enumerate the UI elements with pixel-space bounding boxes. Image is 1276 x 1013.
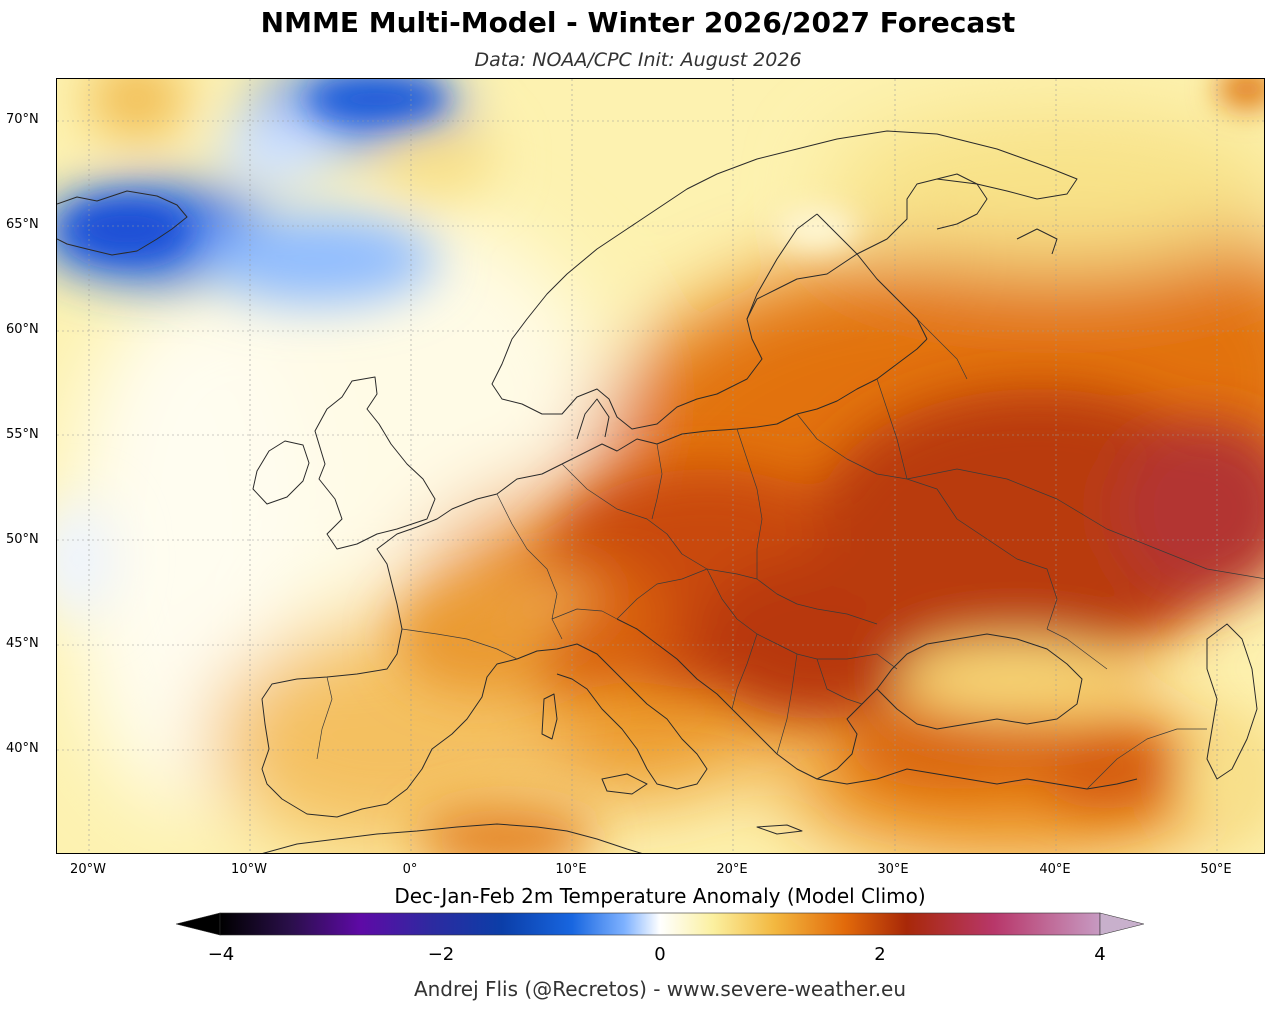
map-panel[interactable]	[56, 78, 1265, 854]
colorbar-tick-0: 0	[654, 944, 666, 965]
lat-label-40: 40°N	[6, 741, 39, 756]
colorbar-max-extend	[1099, 912, 1145, 936]
colorbar-tick-neg2: −2	[427, 944, 455, 965]
lon-label-20e: 20°E	[716, 862, 748, 877]
colorbar-gradient	[219, 912, 1101, 936]
country-borders	[316, 318, 1264, 790]
lon-label-50e: 50°E	[1200, 862, 1232, 877]
colorbar-min-extend	[175, 912, 221, 936]
map-subtitle: Data: NOAA/CPC Init: August 2026	[474, 49, 802, 71]
colorbar-tick-2: 2	[874, 944, 886, 965]
lat-label-45: 45°N	[6, 636, 39, 651]
anomaly-field-detail	[57, 79, 1264, 853]
lat-label-65: 65°N	[6, 217, 39, 232]
lon-label-0: 0°	[402, 862, 418, 877]
lon-label-10e: 10°E	[555, 862, 587, 877]
lon-label-40e: 40°E	[1039, 862, 1071, 877]
coastlines	[57, 130, 1258, 853]
lon-label-20w: 20°W	[70, 862, 106, 877]
colorbar-tick-4: 4	[1094, 944, 1106, 965]
colorbar	[175, 912, 1145, 936]
map-title: NMME Multi-Model - Winter 2026/2027 Fore…	[260, 6, 1016, 39]
graticule	[57, 79, 1264, 853]
anomaly-field-fine	[67, 79, 1264, 257]
lat-label-60: 60°N	[6, 322, 39, 337]
lat-label-70: 70°N	[6, 112, 39, 127]
lon-label-10w: 10°W	[231, 862, 267, 877]
colorbar-tick-neg4: −4	[207, 944, 235, 965]
lat-label-55: 55°N	[6, 427, 39, 442]
lon-label-30e: 30°E	[877, 862, 909, 877]
lat-label-50: 50°N	[6, 532, 39, 547]
credit-text: Andrej Flis (@Recretos) - www.severe-wea…	[413, 977, 907, 1001]
colorbar-label: Dec-Jan-Feb 2m Temperature Anomaly (Mode…	[394, 884, 926, 908]
anomaly-map	[57, 79, 1264, 853]
